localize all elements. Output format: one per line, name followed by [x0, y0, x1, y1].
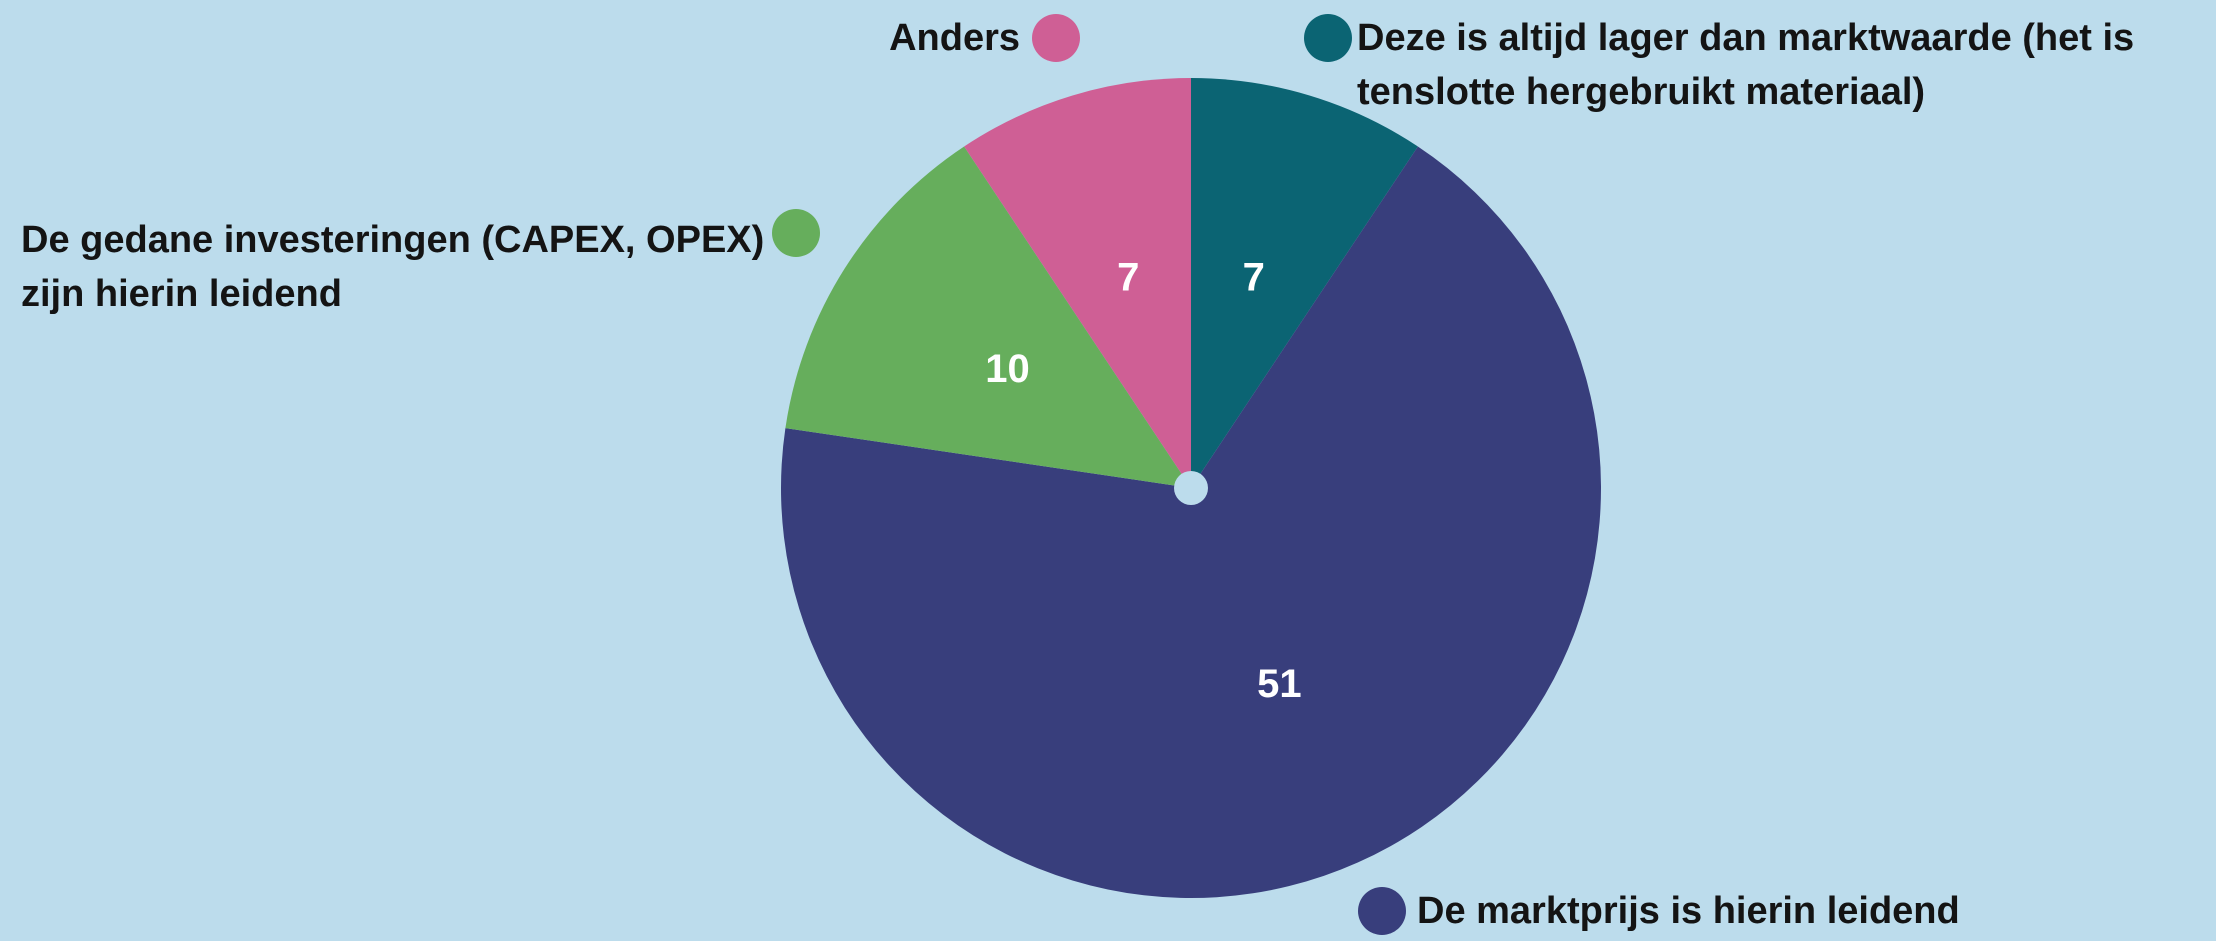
pie-slice: [964, 77, 1191, 488]
legend-dot: [1358, 887, 1406, 935]
value-label: 10: [985, 347, 1030, 391]
legend-dot: [772, 209, 820, 257]
pie-slice: [780, 146, 1601, 898]
legend-dot: [1304, 14, 1352, 62]
value-label: 7: [1117, 256, 1139, 300]
pie-slice: [785, 146, 1191, 488]
legend-label: Anders: [889, 17, 1020, 59]
legend-dot: [1032, 14, 1080, 62]
center-dot: [1174, 471, 1208, 505]
legend-label: De gedane investeringen (CAPEX, OPEX) zi…: [21, 219, 765, 315]
value-label: 7: [1243, 256, 1265, 300]
pie-slice: [1191, 78, 1418, 488]
legend-label: Deze is altijd lager dan marktwaarde (he…: [1357, 17, 2135, 113]
value-label: 51: [1257, 662, 1302, 706]
legend-label: De marktprijs is hierin leidend: [1417, 890, 1960, 932]
